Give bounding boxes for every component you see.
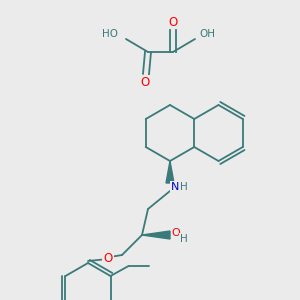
Text: H: H [180,182,188,192]
Text: O: O [168,16,178,28]
Text: OH: OH [199,29,215,39]
Polygon shape [166,161,174,183]
Text: O: O [140,76,150,88]
Text: O: O [172,228,180,238]
Text: O: O [103,253,112,266]
Text: H: H [180,234,188,244]
Text: N: N [171,182,179,192]
Polygon shape [142,231,170,239]
Text: HO: HO [102,29,118,39]
